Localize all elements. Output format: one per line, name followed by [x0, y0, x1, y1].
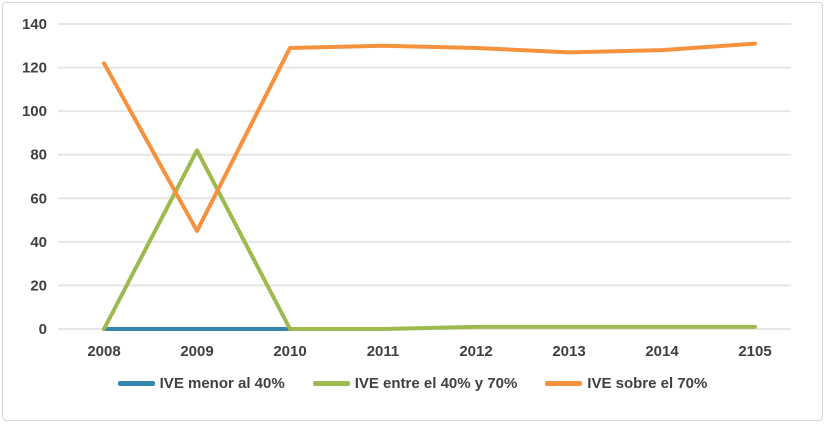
y-tick-label: 120: [22, 60, 47, 77]
y-tick-label: 60: [30, 190, 47, 207]
legend-item: IVE entre el 40% y 70%: [312, 375, 518, 392]
legend-swatch-line: [545, 381, 583, 386]
x-tick-label: 2013: [552, 343, 585, 360]
y-tick-label: 0: [39, 321, 47, 338]
series-line-ive-entre-el-40-y-70: [102, 148, 757, 331]
legend-swatch-line: [312, 381, 350, 386]
legend-label: IVE sobre el 70%: [587, 375, 708, 392]
y-tick-label: 80: [30, 147, 47, 164]
series-line-ive-sobre-el-70: [102, 41, 757, 233]
x-tick-label: 2105: [738, 343, 771, 360]
legend-label: IVE entre el 40% y 70%: [354, 375, 518, 392]
x-tick-label: 2009: [180, 343, 213, 360]
x-tick-label: 2014: [645, 343, 679, 360]
x-tick-label: 2008: [87, 343, 120, 360]
legend-item: IVE sobre el 70%: [545, 375, 707, 392]
legend-item: IVE menor al 40%: [117, 375, 285, 392]
line-chart: 0 20 40 60 80 100 120 140 2008 2009 2010 2011 2012 20…: [22, 16, 791, 360]
legend-label: IVE menor al 40%: [159, 375, 285, 392]
legend-swatch-line: [117, 381, 155, 386]
x-tick-label: 2011: [367, 343, 400, 360]
y-tick-label: 40: [30, 234, 47, 251]
legend: IVE menor al 40% IVE entre el 40% y 70% …: [3, 375, 822, 392]
y-tick-label: 20: [30, 277, 47, 294]
y-tick-label: 140: [22, 16, 47, 33]
y-tick-label: 100: [22, 103, 47, 120]
x-tick-label: 2012: [459, 343, 492, 360]
x-tick-label: 2010: [273, 343, 306, 360]
